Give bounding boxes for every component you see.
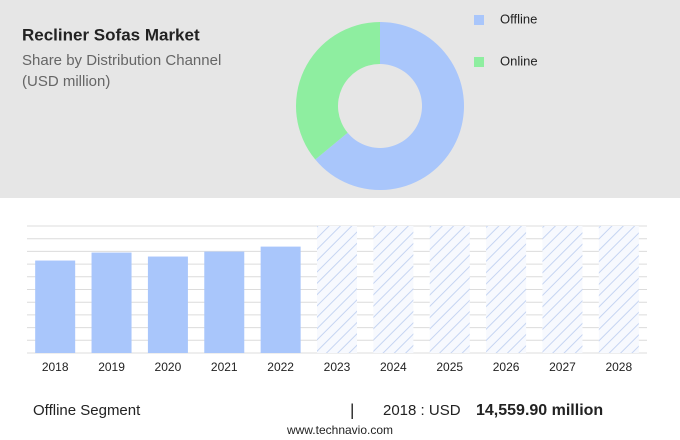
forecast-placeholder — [542, 226, 583, 353]
forecast-placeholder — [429, 226, 470, 353]
legend-label: Offline — [500, 11, 537, 26]
x-tick-label: 2024 — [380, 360, 407, 374]
x-tick-label: 2021 — [211, 360, 238, 374]
x-tick-label: 2025 — [436, 360, 463, 374]
pie-slice — [315, 22, 464, 190]
legend-swatch — [474, 15, 484, 25]
footer-separator: | — [350, 400, 354, 419]
subtitle: (USD million) — [22, 73, 110, 90]
forecast-placeholder — [598, 226, 639, 353]
footer-segment: Offline Segment — [33, 402, 141, 419]
x-tick-label: 2020 — [155, 360, 182, 374]
legend-swatch — [474, 57, 484, 67]
x-tick-label: 2027 — [549, 360, 576, 374]
x-tick-label: 2022 — [267, 360, 294, 374]
bar — [260, 246, 301, 353]
bar — [35, 260, 76, 353]
forecast-placeholder — [317, 226, 357, 353]
x-tick-label: 2028 — [605, 360, 632, 374]
footer-value: 14,559.90 million — [476, 402, 603, 419]
title: Recliner Sofas Market — [22, 25, 200, 44]
pie-slice — [295, 22, 380, 160]
x-tick-label: 2023 — [324, 360, 351, 374]
footer-source: www.technavio.com — [286, 423, 393, 437]
footer-year: 2018 : USD — [383, 402, 461, 419]
forecast-placeholder — [373, 226, 414, 353]
bar — [147, 256, 188, 353]
x-tick-label: 2026 — [493, 360, 520, 374]
x-tick-label: 2019 — [98, 360, 125, 374]
forecast-placeholder — [486, 226, 527, 353]
bar — [204, 251, 245, 353]
subtitle: Share by Distribution Channel — [22, 52, 221, 69]
bar — [91, 252, 132, 353]
x-tick-label: 2018 — [42, 360, 69, 374]
legend-label: Online — [500, 53, 538, 68]
